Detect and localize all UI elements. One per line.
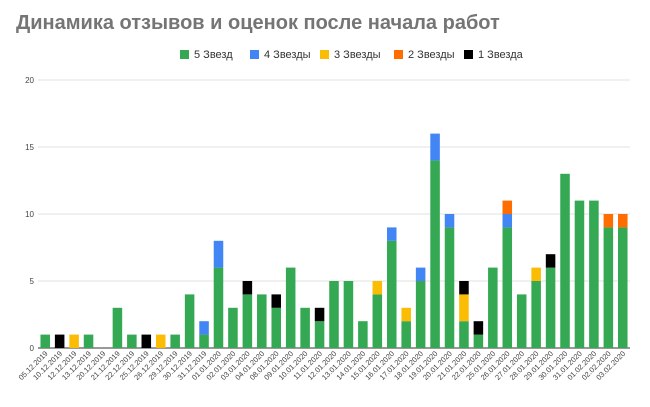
bar-segment bbox=[343, 281, 354, 348]
bar-segment bbox=[372, 281, 383, 295]
bar-segment bbox=[83, 334, 94, 348]
bar-segment bbox=[545, 254, 556, 268]
bar-segment bbox=[531, 267, 541, 281]
legend-label: 4 Звезды bbox=[264, 49, 311, 61]
bar-segment bbox=[430, 133, 440, 161]
y-tick-label: 0 bbox=[30, 344, 35, 353]
bar-segment bbox=[112, 307, 123, 348]
legend-label: 5 Звезд bbox=[194, 49, 233, 61]
legend-swatch bbox=[180, 50, 189, 59]
bar-segment bbox=[516, 294, 527, 348]
bar-segment bbox=[329, 281, 339, 348]
bar-segment bbox=[285, 267, 296, 348]
legend-swatch bbox=[394, 50, 403, 59]
bar-segment bbox=[473, 334, 484, 348]
y-tick-label: 20 bbox=[25, 76, 34, 85]
bar-segment bbox=[314, 307, 325, 322]
bar-segment bbox=[459, 281, 469, 295]
bar-segment bbox=[358, 321, 368, 348]
y-tick-label: 10 bbox=[25, 210, 34, 219]
bar-segment bbox=[473, 321, 484, 335]
bar-segment bbox=[459, 321, 469, 348]
bar-segment bbox=[257, 294, 267, 348]
bar-segment bbox=[589, 200, 599, 348]
y-tick-label: 15 bbox=[25, 143, 34, 152]
bar-segment bbox=[242, 281, 253, 295]
bar-segment bbox=[213, 267, 224, 348]
bar-segment bbox=[401, 307, 411, 322]
bar-segment bbox=[618, 214, 628, 228]
bar-segment bbox=[415, 267, 426, 281]
bar-segment bbox=[545, 267, 556, 348]
legend-label: 3 Звезды bbox=[334, 49, 381, 61]
bar-segment bbox=[271, 307, 282, 348]
bar-segment bbox=[459, 294, 469, 322]
bar-segment bbox=[213, 240, 224, 268]
bar-segment bbox=[415, 281, 426, 348]
bar-segment bbox=[574, 200, 585, 348]
bar-segment bbox=[618, 227, 628, 348]
bar-segment bbox=[386, 240, 397, 348]
bar-segment bbox=[54, 334, 65, 348]
bar-segment bbox=[488, 267, 498, 348]
bar-segment bbox=[401, 321, 411, 348]
chart-title: Динамика отзывов и оценок после начала р… bbox=[16, 12, 500, 34]
bar-segment bbox=[560, 173, 570, 348]
legend-swatch bbox=[250, 50, 259, 59]
bar-segment bbox=[242, 294, 253, 348]
bar-segment bbox=[430, 160, 440, 348]
bar-segment bbox=[502, 214, 513, 228]
bar-segment bbox=[69, 334, 79, 348]
bar-segment bbox=[531, 281, 541, 348]
bar-segment bbox=[155, 334, 166, 348]
bar-segment bbox=[271, 294, 282, 308]
legend-swatch bbox=[320, 50, 329, 59]
bar-segment bbox=[184, 294, 195, 348]
bar-segment bbox=[502, 227, 513, 348]
bar-segment bbox=[300, 307, 310, 348]
y-tick-label: 5 bbox=[30, 277, 35, 286]
bar-segment bbox=[199, 321, 209, 335]
bar-segment bbox=[141, 334, 152, 348]
bar-segment bbox=[386, 227, 397, 241]
legend-label: 2 Звезды bbox=[408, 49, 455, 61]
bar-segment bbox=[314, 321, 325, 348]
bar-segment bbox=[40, 334, 50, 348]
bar-segment bbox=[444, 227, 455, 348]
bar-segment bbox=[603, 214, 614, 228]
bar-segment bbox=[372, 294, 383, 348]
bar-segment bbox=[603, 227, 614, 348]
bar-segment bbox=[502, 200, 513, 214]
legend-swatch bbox=[464, 50, 473, 59]
bar-segment bbox=[170, 334, 180, 348]
bar-segment bbox=[444, 214, 455, 228]
bar-segment bbox=[228, 307, 238, 348]
bar-segment bbox=[127, 334, 137, 348]
legend-label: 1 Звезда bbox=[478, 49, 524, 61]
bar-segment bbox=[199, 334, 209, 348]
